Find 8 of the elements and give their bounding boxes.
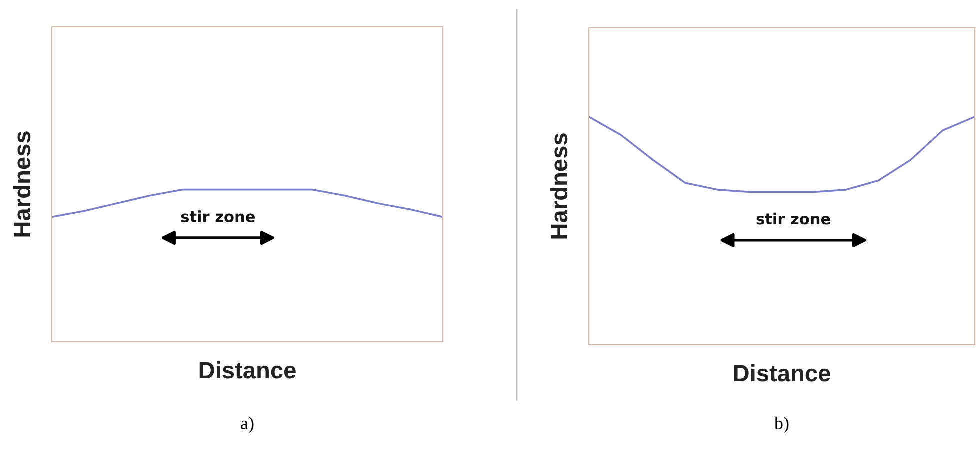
text: b): [774, 416, 789, 434]
annotation: stir zone: [181, 210, 255, 222]
y-axis-title: Hardness: [13, 132, 31, 237]
y-axis-title: Hardness: [550, 134, 568, 239]
x-axis-title: Distance: [734, 364, 830, 382]
annotation: stir zone: [756, 212, 830, 225]
text: a): [241, 416, 254, 434]
x-axis-title: Distance: [200, 361, 296, 379]
